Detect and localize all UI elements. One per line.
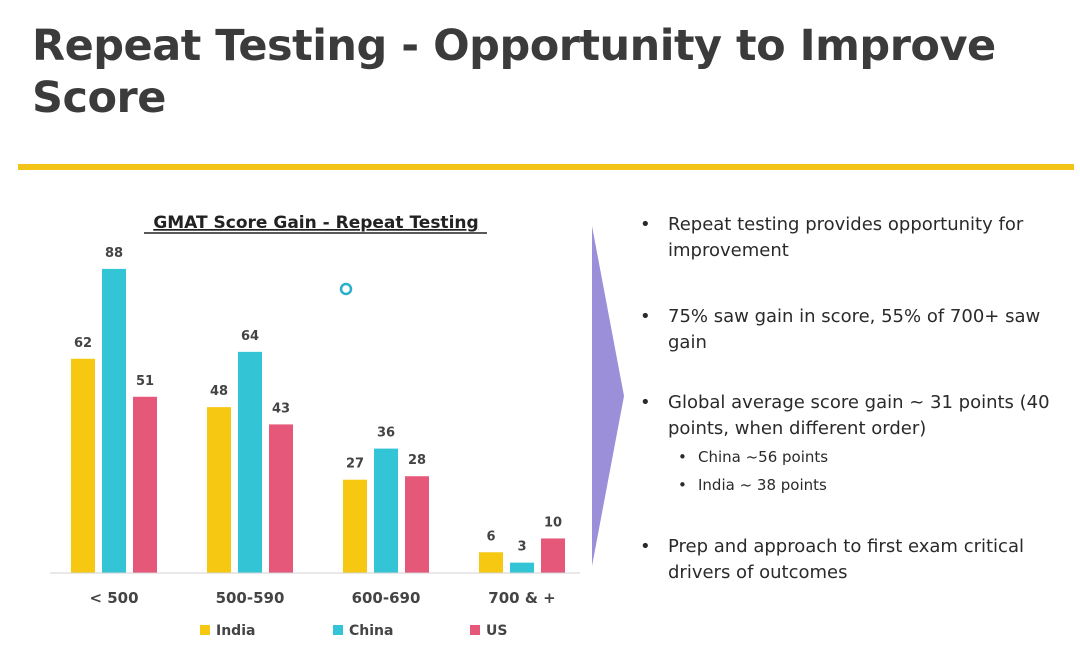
title-divider bbox=[18, 164, 1074, 170]
value-label-china-2: 36 bbox=[377, 426, 395, 441]
value-label-india-3: 6 bbox=[486, 529, 495, 544]
bar-china-1 bbox=[238, 351, 262, 573]
bullet-dot-icon: • bbox=[640, 392, 651, 413]
chart-title: GMAT Score Gain - Repeat Testing bbox=[153, 213, 478, 233]
bar-india-1 bbox=[207, 407, 231, 573]
bullet-text: 75% saw gain in score, 55% of 700+ saw g… bbox=[668, 306, 1041, 353]
bullet-item: • 75% saw gain in score, 55% of 700+ saw … bbox=[640, 304, 1060, 356]
sub-bullet-dot-icon: • bbox=[678, 448, 687, 466]
bullet-dot-icon: • bbox=[640, 536, 651, 557]
legend-swatch-india bbox=[200, 625, 210, 635]
value-label-china-1: 64 bbox=[241, 329, 259, 344]
bullet-dot-icon: • bbox=[640, 306, 651, 327]
legend-label-us: US bbox=[486, 623, 507, 639]
stray-circle-marker bbox=[339, 282, 353, 296]
bullet-item: • Prep and approach to first exam critica… bbox=[640, 534, 1060, 586]
value-label-us-3: 10 bbox=[544, 515, 562, 530]
bar-india-2 bbox=[343, 479, 367, 573]
chart-panel: GMAT Score Gain - Repeat Testing 62 88 51 4… bbox=[20, 196, 594, 658]
value-label-india-1: 48 bbox=[210, 384, 228, 399]
sub-bullet-text: India ~ 38 points bbox=[698, 476, 827, 494]
bars-group bbox=[71, 268, 565, 573]
sub-bullet-dot-icon: • bbox=[678, 476, 687, 494]
category-labels-group: < 500 500-590 600-690 700 & + bbox=[89, 589, 555, 607]
legend-label-china: China bbox=[349, 623, 393, 639]
sub-bullet-item: • India ~ 38 points bbox=[678, 474, 1058, 496]
category-label-2: 600-690 bbox=[352, 589, 421, 607]
bar-us-1 bbox=[269, 424, 293, 573]
value-label-china-0: 88 bbox=[105, 246, 123, 261]
legend-swatch-us bbox=[470, 625, 480, 635]
sub-bullet-item: • China ~56 points bbox=[678, 446, 1058, 468]
bullet-item: • Repeat testing provides opportunity for… bbox=[640, 212, 1060, 264]
category-label-1: 500-590 bbox=[216, 589, 285, 607]
value-label-india-0: 62 bbox=[74, 336, 92, 351]
category-label-3: 700 & + bbox=[488, 589, 555, 607]
value-label-india-2: 27 bbox=[346, 457, 364, 472]
bullet-text: Global average score gain ~ 31 points (4… bbox=[668, 392, 1050, 439]
legend-label-india: India bbox=[216, 623, 255, 639]
bar-china-3 bbox=[510, 562, 534, 573]
slide-title: Repeat Testing - Opportunity to Improve … bbox=[32, 21, 996, 123]
bar-china-2 bbox=[374, 448, 398, 573]
value-label-us-2: 28 bbox=[408, 453, 426, 468]
legend-swatch-china bbox=[333, 625, 343, 635]
bar-india-3 bbox=[479, 552, 503, 573]
value-label-us-1: 43 bbox=[272, 401, 290, 416]
bar-china-0 bbox=[102, 268, 126, 573]
value-label-us-0: 51 bbox=[136, 374, 154, 389]
bar-chart: GMAT Score Gain - Repeat Testing 62 88 51 4… bbox=[50, 213, 580, 639]
bullet-dot-icon: • bbox=[640, 214, 651, 235]
bullet-text: Repeat testing provides opportunity for … bbox=[668, 214, 1024, 261]
category-label-0: < 500 bbox=[89, 589, 138, 607]
sub-bullet-text: China ~56 points bbox=[698, 448, 829, 466]
bar-india-0 bbox=[71, 358, 95, 573]
bar-us-3 bbox=[541, 538, 565, 573]
bullet-text: Prep and approach to first exam critical… bbox=[668, 536, 1024, 583]
value-labels-group: 62 88 51 48 64 43 27 36 28 6 3 10 bbox=[74, 246, 562, 555]
legend: India China US bbox=[200, 623, 507, 639]
chevron-arrow-icon bbox=[592, 226, 624, 566]
bar-us-0 bbox=[133, 396, 157, 573]
bullet-item: • Global average score gain ~ 31 points (… bbox=[640, 390, 1060, 442]
bar-us-2 bbox=[405, 476, 429, 573]
value-label-china-3: 3 bbox=[517, 540, 526, 555]
